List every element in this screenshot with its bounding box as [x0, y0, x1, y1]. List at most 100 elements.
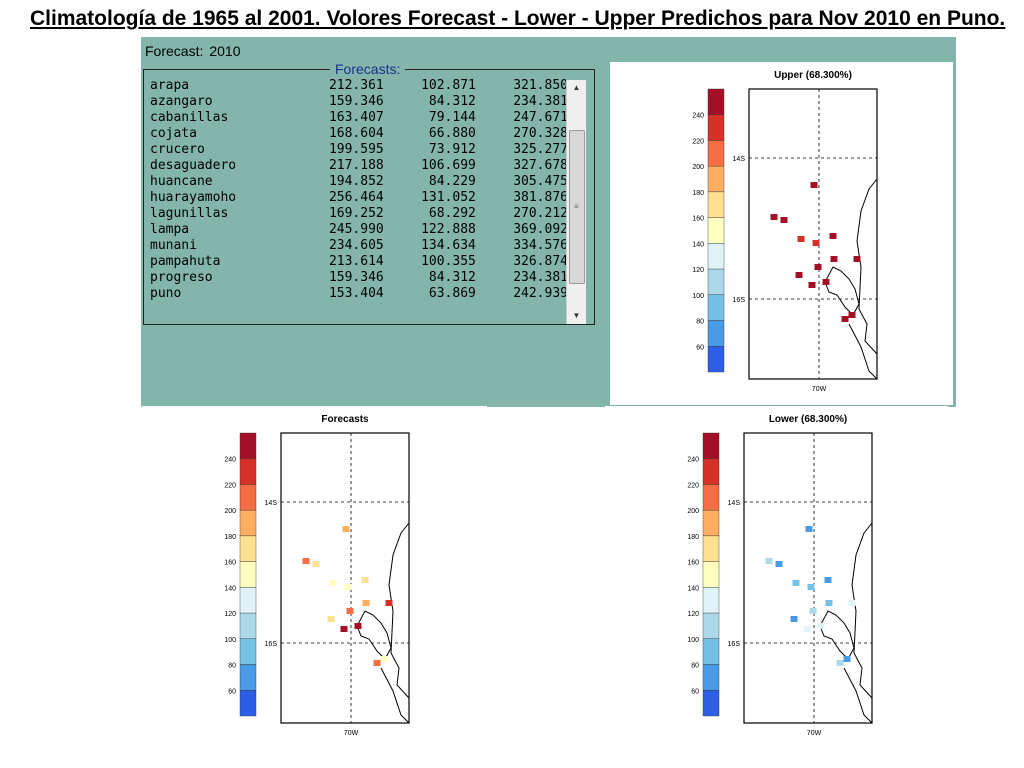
station-marker-munani	[848, 600, 856, 606]
list-item-upper: 305.475	[513, 174, 568, 189]
list-item-name: cabanillas	[150, 110, 229, 125]
colorbar-tick-label: 180	[692, 190, 704, 197]
station-marker-huarayamoho	[822, 279, 830, 285]
colorbar-tick-label: 60	[696, 344, 704, 351]
station-marker-cabanillas	[775, 561, 783, 567]
list-item[interactable]: azangaro 159.346 84.312 234.381	[146, 94, 568, 110]
station-marker-azangaro	[812, 240, 820, 246]
colorbar-tick-label: 120	[692, 267, 704, 274]
colorbar-segment	[702, 612, 720, 640]
list-item[interactable]: pampahuta 213.614 100.355 326.874	[146, 254, 568, 270]
station-marker-huancane	[825, 600, 833, 606]
station-marker-cabanillas	[780, 217, 788, 223]
colorbar-tick-label: 240	[224, 457, 236, 464]
station-marker-pampahuta	[770, 214, 778, 220]
colorbar-segment	[702, 561, 720, 588]
map-frame	[748, 88, 878, 380]
station-marker-cabanillas	[312, 561, 320, 567]
list-item[interactable]: huarayamoho 256.464 131.052 381.876	[146, 190, 568, 206]
list-item-forecast: 168.604	[328, 126, 384, 141]
list-item-lower: 68.292	[428, 206, 476, 221]
list-item-lower: 84.229	[428, 174, 476, 189]
map-frame	[280, 432, 410, 724]
station-marker-crucero	[805, 526, 813, 532]
colorbar-tick-label: 140	[687, 585, 699, 592]
scroll-up-arrow-icon[interactable]: ▲	[572, 83, 581, 92]
list-item[interactable]: puno 153.404 63.869 242.939	[146, 286, 568, 302]
upper-map-panel: Upper (68.300%) 240 220 200 180 160 140 120 100 8…	[610, 62, 953, 405]
list-item-name: progreso	[150, 270, 213, 285]
list-item-upper: 325.277	[513, 142, 568, 157]
station-marker-huancane	[362, 600, 370, 606]
coastline	[856, 178, 878, 355]
station-marker-crucero	[810, 182, 818, 188]
station-marker-puno	[380, 656, 388, 662]
list-item-upper: 369.092	[513, 222, 568, 237]
forecast-map: Forecasts 240 220 200 180 160 140 120 100 80 60 14S…	[224, 414, 410, 737]
list-item-name: desaguadero	[150, 158, 237, 173]
list-item-lower: 106.699	[421, 158, 476, 173]
list-item-name: huarayamoho	[150, 190, 237, 205]
list-item[interactable]: desaguadero 217.188 106.699 327.678	[146, 158, 568, 174]
latitude-label: 14S	[733, 156, 746, 163]
list-item-name: munani	[150, 238, 197, 253]
colorbar-tick-label: 140	[692, 241, 704, 248]
colorbar-tick-label: 100	[687, 637, 699, 644]
colorbar-tick-label: 180	[224, 534, 236, 541]
colorbar-tick-label: 120	[687, 611, 699, 618]
colorbar-segment	[239, 509, 257, 537]
map-title: Lower (68.300%)	[769, 414, 847, 425]
colorbar-segment	[707, 243, 725, 270]
station-marker-lagunillas	[795, 272, 803, 278]
forecasts-frame: Forecasts: arapa 212.361 102.871 321.850 aza…	[143, 61, 595, 325]
list-item-name: arapa	[150, 78, 190, 93]
list-item[interactable]: lampa 245.990 122.888 369.092	[146, 222, 568, 238]
list-item-lower: 79.144	[428, 110, 476, 125]
list-item-forecast: 212.361	[328, 78, 384, 93]
list-item-upper: 234.381	[513, 270, 568, 285]
colorbar-segment	[239, 664, 257, 691]
list-item-upper: 381.876	[513, 190, 568, 205]
forecasts-list[interactable]: arapa 212.361 102.871 321.850 azangaro 159.34…	[146, 78, 568, 322]
colorbar-tick-label: 220	[692, 138, 704, 145]
station-marker-munani	[853, 256, 861, 262]
station-marker-desaguadero	[836, 660, 844, 666]
list-item-upper: 270.328	[513, 126, 568, 141]
list-item-name: huancane	[150, 174, 213, 189]
list-item-forecast: 169.252	[328, 206, 384, 221]
scroll-thumb[interactable]: ≡	[569, 130, 585, 284]
list-item-upper: 327.678	[513, 158, 568, 173]
longitude-label: 70W	[812, 386, 827, 393]
list-item-forecast: 217.188	[328, 158, 384, 173]
forecast-map-panel: Forecasts 240 220 200 180 160 140 120 100 80 60 14S…	[142, 406, 487, 739]
list-item-lower: 100.355	[421, 254, 476, 269]
list-item[interactable]: munani 234.605 134.634 334.576	[146, 238, 568, 254]
colorbar-segment	[702, 432, 720, 459]
lower-map: Lower (68.300%) 240 220 200 180 160 140 120 100 8…	[687, 414, 873, 737]
list-item[interactable]: lagunillas 169.252 68.292 270.212	[146, 206, 568, 222]
colorbar-tick-label: 80	[696, 319, 704, 326]
border-line	[380, 667, 410, 724]
list-item[interactable]: progreso 159.346 84.312 234.381	[146, 270, 568, 286]
list-item[interactable]: crucero 199.595 73.912 325.277	[146, 142, 568, 158]
colorbar-tick-label: 140	[224, 585, 236, 592]
colorbar-segment	[707, 165, 725, 193]
scroll-down-arrow-icon[interactable]: ▼	[572, 311, 581, 320]
list-item-name: lampa	[150, 222, 190, 237]
list-item[interactable]: cabanillas 163.407 79.144 247.671	[146, 110, 568, 126]
colorbar-segment	[239, 612, 257, 640]
station-marker-pampahuta	[765, 558, 773, 564]
list-item-lower: 102.871	[421, 78, 476, 93]
list-item[interactable]: cojata 168.604 66.880 270.328	[146, 126, 568, 142]
colorbar-tick-label: 200	[224, 508, 236, 515]
list-item-lower: 73.912	[428, 142, 476, 157]
lake-titicaca-outline	[819, 610, 855, 660]
latitude-label: 14S	[728, 500, 741, 507]
colorbar-segment	[239, 535, 257, 562]
list-item-upper: 234.381	[513, 94, 568, 109]
forecasts-scrollbar[interactable]: ▲ ≡ ▼	[566, 80, 586, 324]
list-item[interactable]: huancane 194.852 84.229 305.475	[146, 174, 568, 190]
list-item[interactable]: arapa 212.361 102.871 321.850	[146, 78, 568, 94]
colorbar-tick-label: 60	[228, 688, 236, 695]
slide-title: Climatología de 1965 al 2001. Volores Fo…	[30, 7, 1006, 30]
